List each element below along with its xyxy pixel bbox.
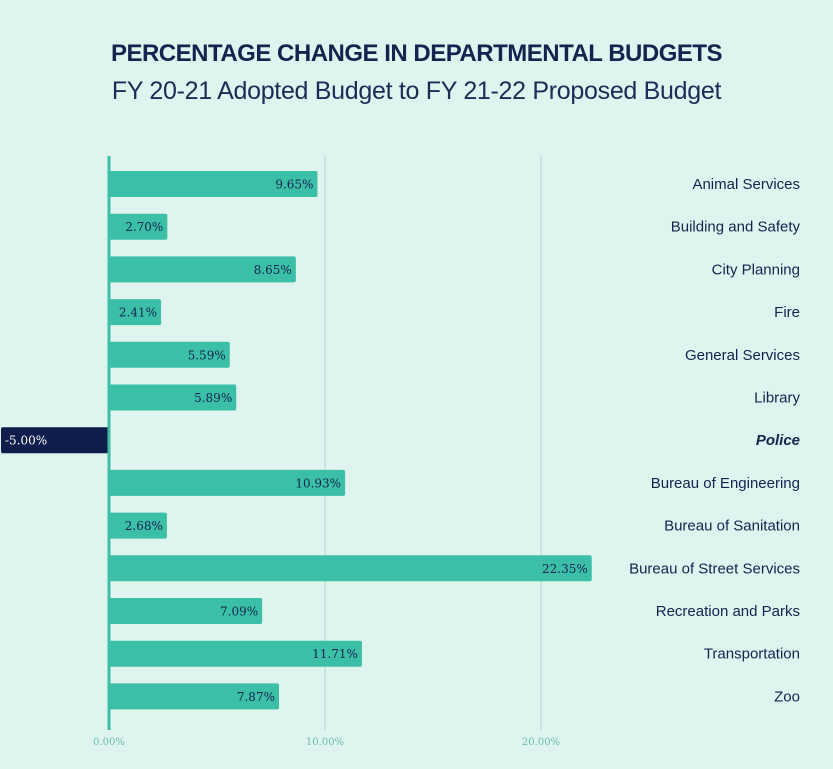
bar bbox=[109, 299, 162, 326]
category-label: Police bbox=[756, 432, 800, 449]
bar bbox=[109, 171, 318, 197]
chart-title: PERCENTAGE CHANGE IN DEPARTMENTAL BUDGET… bbox=[110, 40, 723, 67]
bar-value-label: 11.71% bbox=[312, 647, 358, 661]
bar-value-label: 8.65% bbox=[254, 263, 292, 277]
bar-value-label: 10.93% bbox=[295, 476, 341, 490]
bar bbox=[109, 469, 346, 496]
bar bbox=[109, 683, 279, 710]
x-tick-label: 10.00% bbox=[306, 737, 344, 748]
bar bbox=[109, 256, 296, 283]
bar bbox=[109, 384, 237, 411]
bar bbox=[1, 427, 109, 454]
bar-value-label: 22.35% bbox=[542, 562, 588, 576]
bar-value-label: 5.59% bbox=[188, 348, 226, 362]
category-label: General Services bbox=[685, 347, 800, 364]
x-tick-label: 20.00% bbox=[522, 737, 560, 748]
category-label: Animal Services bbox=[692, 176, 800, 193]
bar bbox=[109, 598, 263, 624]
bar bbox=[109, 512, 167, 539]
x-tick-label: 0.00% bbox=[93, 737, 125, 748]
chart-subtitle: FY 20-21 Adopted Budget to FY 21-22 Prop… bbox=[111, 77, 722, 105]
bar-value-label: 2.70% bbox=[125, 220, 163, 234]
category-label: Bureau of Sanitation bbox=[664, 518, 800, 535]
bar bbox=[109, 640, 362, 667]
bar-value-label: 5.89% bbox=[194, 391, 232, 405]
bar-value-label: 7.09% bbox=[220, 605, 258, 619]
category-label: Bureau of Engineering bbox=[651, 475, 800, 492]
category-label: Transportation bbox=[704, 646, 800, 663]
category-label: Zoo bbox=[774, 688, 800, 705]
category-label: Fire bbox=[774, 304, 800, 321]
category-label: Bureau of Street Services bbox=[629, 560, 800, 577]
bar-value-label: 2.41% bbox=[119, 306, 157, 320]
bar bbox=[109, 213, 168, 240]
category-label: City Planning bbox=[712, 261, 800, 278]
bar-value-label: 7.87% bbox=[237, 690, 275, 704]
bar bbox=[109, 555, 592, 582]
bar-value-label: 2.68% bbox=[125, 519, 163, 533]
category-label: Building and Safety bbox=[671, 219, 801, 236]
bar bbox=[109, 341, 230, 368]
bar-value-label: -5.00% bbox=[5, 434, 47, 448]
bar-value-label: 9.65% bbox=[275, 178, 313, 192]
category-label: Recreation and Parks bbox=[656, 603, 800, 620]
category-label: Library bbox=[754, 390, 800, 407]
